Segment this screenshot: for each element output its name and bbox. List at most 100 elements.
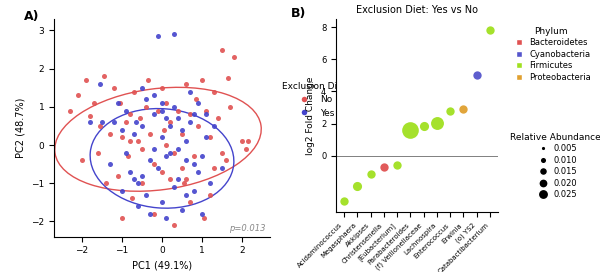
Point — [157, 200, 167, 205]
Point — [181, 158, 191, 162]
Point — [117, 128, 127, 132]
Point — [169, 105, 179, 109]
Point — [197, 78, 207, 82]
Point — [161, 215, 171, 220]
Point — [85, 120, 95, 124]
Point — [141, 105, 151, 109]
Point — [105, 131, 115, 136]
Point — [137, 147, 147, 151]
Point — [193, 101, 203, 105]
Point — [217, 166, 227, 170]
Legend: No, Yes: No, Yes — [279, 78, 350, 121]
Point — [95, 82, 105, 86]
Point — [115, 101, 125, 105]
Point — [199, 215, 209, 220]
Point — [133, 204, 143, 208]
Point — [109, 120, 119, 124]
Point — [185, 120, 195, 124]
Point — [143, 78, 153, 82]
Point — [123, 154, 133, 159]
Point — [181, 177, 191, 181]
Point — [169, 223, 179, 227]
Point — [65, 109, 75, 113]
Point — [137, 173, 147, 178]
Point — [117, 215, 127, 220]
Point — [189, 189, 199, 193]
Point — [205, 181, 215, 186]
Point — [237, 139, 247, 143]
Point — [89, 101, 99, 105]
Point — [193, 124, 203, 128]
Point — [81, 78, 91, 82]
Point — [177, 131, 187, 136]
Point — [352, 184, 362, 188]
Point — [161, 154, 171, 159]
Point — [109, 86, 119, 90]
Point — [165, 177, 175, 181]
Point — [229, 55, 239, 59]
Point — [113, 101, 123, 105]
Point — [129, 89, 139, 94]
Point — [113, 173, 123, 178]
Point — [217, 47, 227, 52]
Point — [95, 124, 105, 128]
Point — [105, 162, 115, 166]
Point — [201, 109, 211, 113]
Point — [197, 154, 207, 159]
Point — [191, 97, 201, 101]
Point — [177, 128, 187, 132]
Point — [149, 162, 159, 166]
Point — [177, 208, 187, 212]
Point — [85, 114, 95, 119]
Point — [205, 193, 215, 197]
Point — [117, 135, 127, 140]
Point — [165, 150, 175, 155]
Point — [153, 166, 163, 170]
Point — [169, 32, 179, 36]
Point — [131, 120, 141, 124]
Point — [137, 86, 147, 90]
Point — [129, 131, 139, 136]
Point — [201, 135, 211, 140]
Point — [73, 93, 83, 98]
Text: B): B) — [290, 7, 306, 20]
Point — [129, 177, 139, 181]
Point — [149, 112, 159, 117]
Point — [161, 101, 171, 105]
Point — [157, 101, 167, 105]
Point — [223, 76, 233, 81]
Point — [133, 181, 143, 186]
Y-axis label: PC2 (48.7%): PC2 (48.7%) — [16, 98, 25, 158]
Point — [141, 193, 151, 197]
Point — [145, 212, 155, 216]
Point — [93, 150, 103, 155]
Point — [153, 109, 163, 113]
Point — [125, 112, 135, 117]
Point — [181, 139, 191, 143]
Point — [169, 185, 179, 189]
Point — [127, 196, 137, 201]
Point — [193, 169, 203, 174]
Point — [161, 116, 171, 120]
Point — [121, 109, 131, 113]
Point — [458, 107, 468, 111]
Point — [165, 124, 175, 128]
Point — [153, 34, 163, 38]
Point — [432, 121, 442, 125]
Point — [189, 112, 199, 117]
Point — [189, 162, 199, 166]
Point — [485, 28, 495, 32]
Point — [445, 109, 455, 113]
Point — [125, 169, 135, 174]
Point — [97, 120, 107, 124]
Point — [157, 109, 167, 113]
Point — [121, 120, 131, 124]
Point — [149, 147, 159, 151]
Point — [339, 199, 349, 203]
Title: Exclusion Diet: Yes vs No: Exclusion Diet: Yes vs No — [356, 5, 478, 16]
Point — [217, 150, 227, 155]
Point — [185, 200, 195, 205]
Point — [179, 181, 189, 186]
Point — [406, 128, 415, 132]
Point — [137, 181, 147, 186]
